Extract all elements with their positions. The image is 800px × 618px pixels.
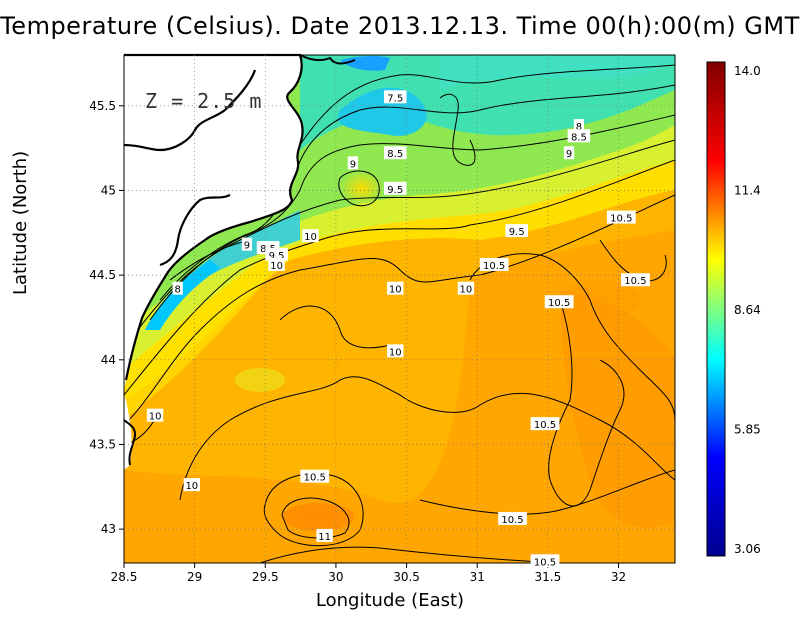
contour-label-bg — [498, 511, 527, 525]
contour-label-bg — [241, 237, 253, 251]
y-tick-label: 45 — [101, 183, 116, 197]
contour-label-bg — [383, 181, 407, 195]
colorbar-tick-label: 11.4 — [734, 184, 761, 198]
x-axis-label: Longitude (East) — [315, 590, 465, 611]
contour-label-bg — [302, 229, 319, 243]
contour-label-bg — [573, 119, 585, 133]
contour-label: 9 — [350, 159, 356, 170]
contour-label: 9.5 — [387, 185, 403, 196]
contour-label-bg — [347, 156, 358, 170]
y-axis-label: Latitude (North) — [10, 150, 31, 295]
x-tick-label: 31.5 — [534, 570, 561, 584]
contour-label: 10.5 — [624, 276, 646, 287]
contour-label-bg — [268, 257, 285, 271]
contour-label-bg — [300, 469, 330, 483]
grid-lines — [124, 55, 675, 563]
contour-label-bg — [383, 146, 407, 160]
x-tick-label: 32 — [611, 570, 626, 584]
contour-label-bg — [479, 257, 509, 271]
contour-label: 9.5 — [269, 251, 285, 262]
contour-label-bg — [265, 247, 288, 261]
contour-label-bg — [457, 281, 475, 295]
contour-label-bg — [621, 273, 650, 287]
contour-labels: 7.588.58.5999.59.510.51098.59.51010.510.… — [146, 90, 650, 568]
colorbar-tick-label: 5.85 — [734, 423, 761, 437]
contour-label: 10 — [304, 232, 317, 243]
contour-label-bg — [183, 478, 201, 492]
contour-label-bg — [387, 344, 404, 358]
colorbar-tick-label: 14.0 — [734, 64, 761, 78]
contour-label-bg — [383, 90, 407, 104]
contour-label: 10 — [270, 261, 283, 272]
land-mask — [123, 53, 356, 470]
x-tick-label: 30 — [328, 570, 343, 584]
contour-label: 11 — [318, 532, 331, 543]
x-tick-label: 29 — [187, 570, 202, 584]
colorbar — [706, 61, 726, 557]
contour-label: 10.5 — [548, 298, 570, 309]
contour-label-bg — [530, 554, 560, 568]
contour-label-bg — [505, 224, 529, 238]
contour-label-bg — [544, 295, 574, 309]
contour-label: 10 — [389, 347, 402, 358]
plot-frame — [123, 54, 676, 564]
contour-label: 10.5 — [304, 473, 326, 484]
contour-label-bg — [387, 281, 404, 295]
contour-label-bg — [146, 408, 164, 422]
x-tick-label: 29.5 — [252, 570, 279, 584]
colorbar-tick-label: 8.64 — [734, 303, 761, 317]
contour-label: 8 — [576, 122, 582, 133]
x-axis: 28.5 29 29.5 30 30.5 31 31.5 32 — [111, 563, 626, 584]
y-axis: 43 43.5 44 44.5 45 45.5 — [89, 99, 124, 536]
y-tick-label: 43.5 — [89, 437, 116, 451]
contour-label: 10.5 — [534, 557, 556, 568]
contour-label-bg — [172, 281, 183, 295]
contour-label-bg — [316, 528, 333, 542]
contour-label: 8.5 — [387, 149, 403, 160]
y-tick-label: 43 — [101, 522, 116, 536]
contour-label-bg — [563, 146, 575, 160]
contour-label: 10.5 — [501, 515, 523, 526]
y-tick-label: 45.5 — [89, 99, 116, 113]
colorbar-ticks: 14.0 11.4 8.64 5.85 3.06 — [734, 64, 761, 556]
contour-label: 10 — [460, 285, 473, 296]
contour-label-bg — [530, 417, 560, 431]
contour-label: 10 — [389, 285, 402, 296]
chart-title: Temperature (Celsius). Date 2013.12.13. … — [0, 12, 800, 40]
contour-label: 7.5 — [387, 93, 403, 104]
y-tick-label: 44.5 — [89, 268, 116, 282]
contour-label: 8 — [174, 285, 180, 296]
x-tick-label: 30.5 — [393, 570, 420, 584]
x-tick-label: 28.5 — [111, 570, 138, 584]
contour-label-bg — [606, 210, 636, 224]
contour-label: 10.5 — [483, 261, 505, 272]
y-tick-label: 44 — [101, 353, 116, 367]
x-tick-label: 31 — [470, 570, 485, 584]
contour-label: 9 — [566, 149, 572, 160]
contour-label: 10 — [185, 481, 198, 492]
contour-label: 10.5 — [534, 420, 556, 431]
contour-label: 10 — [149, 412, 162, 423]
depth-label: Z = 2.5 m — [145, 89, 262, 113]
contour-label: 10.5 — [610, 214, 632, 225]
contour-label: 9.5 — [509, 227, 525, 238]
contour-label-bg — [567, 129, 591, 143]
contour-label: 8.5 — [571, 132, 587, 143]
contour-label: 9 — [244, 241, 250, 252]
colorbar-tick-label: 3.06 — [734, 542, 761, 556]
